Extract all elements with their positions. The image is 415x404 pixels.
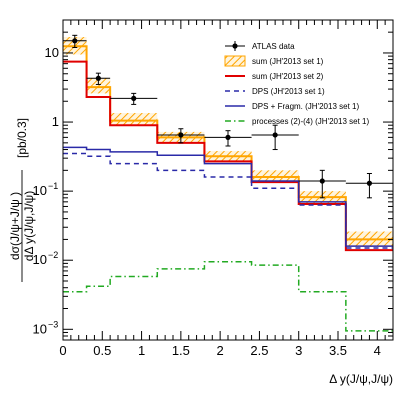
- y-tick-label: 10: [33, 252, 47, 267]
- legend-marker: [232, 43, 238, 49]
- band-bin: [251, 170, 299, 182]
- legend-entry-dps-fragm: DPS + Fragm. (JH'2013 set 1): [225, 102, 359, 111]
- x-tick-label: 0: [59, 343, 66, 358]
- x-tick-label: 0.5: [93, 343, 111, 358]
- legend-label: sum (JH'2013 set 2): [252, 72, 324, 81]
- x-tick-label: 1: [138, 343, 145, 358]
- series-dps: [63, 152, 393, 249]
- legend-entry-dps: DPS (JH'2013 set 1): [225, 87, 325, 96]
- data-point: [225, 134, 231, 140]
- x-tick-label: 4: [374, 343, 381, 358]
- y-axis-label-numerator: dσ(J/ψ+J/ψ ): [8, 192, 22, 260]
- data-point: [272, 132, 278, 138]
- x-tick-label: 3.5: [329, 343, 347, 358]
- x-axis-label: Δ y(J/ψ,J/ψ): [329, 372, 393, 386]
- data-point: [366, 180, 373, 186]
- data-point: [178, 132, 184, 138]
- y-axis-label-units: [pb/0.3]: [15, 118, 29, 158]
- legend-label: processes (2)-(4) (JH'2013 set 1): [252, 117, 369, 126]
- data-point: [319, 178, 325, 184]
- data-point: [95, 75, 101, 81]
- y-axis-label-denominator: dΔ y(J/ψ,J/ψ): [22, 191, 36, 261]
- x-tick-label: 2: [217, 343, 224, 358]
- x-axis: 0 0.5 1 1.5 2 2.5 3 3.5 4: [59, 20, 394, 358]
- band-bin: [110, 113, 158, 126]
- y-tick-label: 1: [52, 114, 59, 129]
- legend-label: sum (JH'2013 set 1): [252, 57, 324, 66]
- y-tick-label-exponent: −2: [48, 250, 58, 260]
- plot-area: [63, 34, 393, 332]
- y-tick-label: 10: [33, 183, 47, 198]
- legend-entry-processes: processes (2)-(4) (JH'2013 set 1): [225, 117, 369, 126]
- x-tick-label: 1.5: [172, 343, 190, 358]
- legend-entry-sum-set1: sum (JH'2013 set 1): [224, 55, 324, 67]
- y-axis-label: dσ(J/ψ+J/ψ ) dΔ y(J/ψ,J/ψ) [pb/0.3]: [8, 118, 36, 282]
- y-tick-label: 10: [33, 321, 47, 336]
- y-tick-label-exponent: −3: [48, 319, 58, 329]
- x-tick-label: 2.5: [250, 343, 268, 358]
- legend: ATLAS data sum (JH'2013 set 1) sum (JH'201…: [224, 41, 369, 126]
- data-point: [72, 38, 78, 44]
- series-atlas-data: [63, 34, 393, 199]
- series-sum-set2: [63, 60, 393, 252]
- y-tick-label-exponent: −1: [48, 181, 58, 191]
- legend-swatch: [224, 55, 246, 67]
- x-tick-label: 3: [295, 343, 302, 358]
- data-point: [131, 95, 137, 101]
- legend-entry-sum-set2: sum (JH'2013 set 2): [225, 72, 324, 81]
- series-processes-2-4: [63, 261, 393, 332]
- legend-entry-atlas-data: ATLAS data: [225, 41, 295, 51]
- y-tick-label: 10: [45, 45, 59, 60]
- legend-label: DPS (JH'2013 set 1): [252, 87, 325, 96]
- band-bin: [86, 78, 111, 94]
- legend-label: DPS + Fragm. (JH'2013 set 1): [252, 102, 359, 111]
- legend-label: ATLAS data: [252, 42, 295, 51]
- series-dps-fragm: [63, 146, 393, 247]
